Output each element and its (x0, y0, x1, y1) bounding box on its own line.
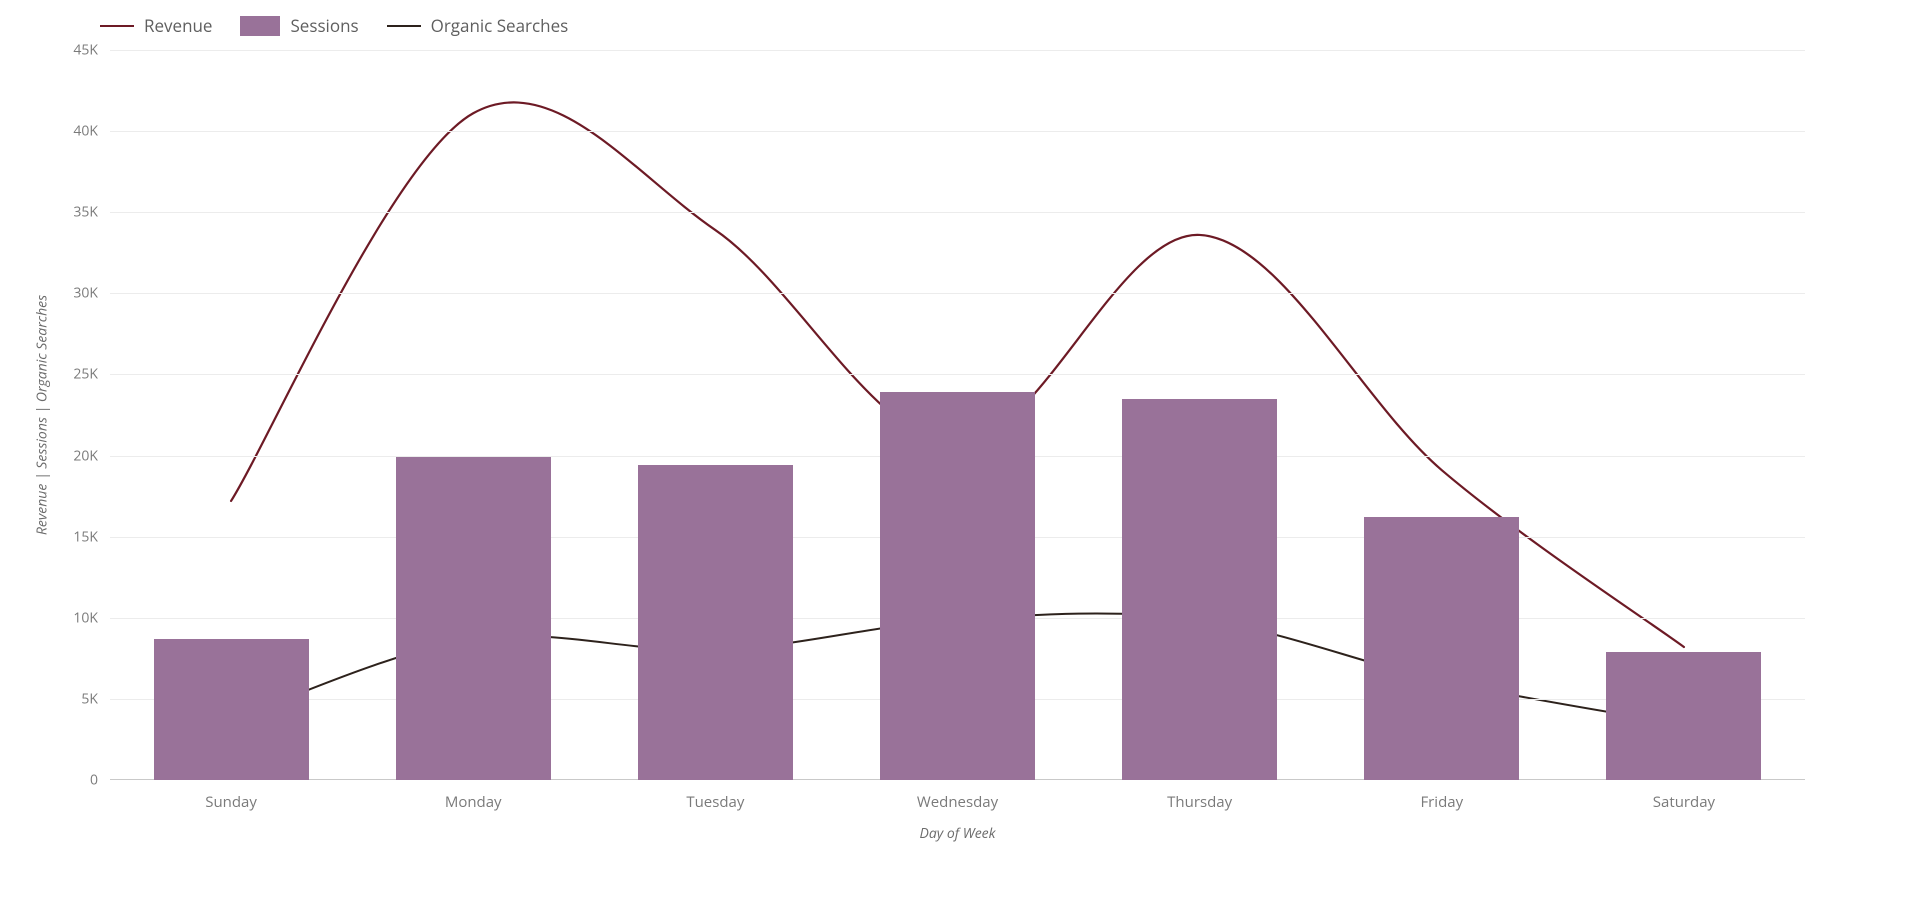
bar-sessions[interactable] (396, 457, 551, 780)
gridline (110, 293, 1805, 294)
bar-sessions[interactable] (1364, 517, 1519, 780)
y-tick-label: 40K (50, 122, 98, 141)
y-tick-label: 15K (50, 527, 98, 546)
legend-label: Revenue (144, 14, 212, 37)
gridline (110, 131, 1805, 132)
bar-sessions[interactable] (1606, 652, 1761, 780)
legend-item-organic-searches[interactable]: Organic Searches (387, 14, 569, 37)
x-tick-label: Sunday (205, 792, 257, 812)
y-tick-label: 0 (50, 771, 98, 790)
y-tick-label: 25K (50, 365, 98, 384)
x-tick-label: Thursday (1167, 792, 1232, 812)
x-tick-label: Friday (1420, 792, 1463, 812)
plot-area (110, 50, 1805, 780)
bar-sessions[interactable] (880, 392, 1035, 780)
gridline (110, 50, 1805, 51)
y-tick-label: 20K (50, 446, 98, 465)
y-tick-label: 45K (50, 41, 98, 60)
chart-legend: Revenue Sessions Organic Searches (100, 14, 568, 37)
legend-line-swatch (387, 25, 421, 27)
y-tick-label: 35K (50, 203, 98, 222)
y-axis-title: Revenue | Sessions | Organic Searches (33, 295, 52, 535)
bar-sessions[interactable] (1122, 399, 1277, 780)
bar-sessions[interactable] (638, 465, 793, 780)
x-tick-label: Monday (445, 792, 502, 812)
legend-item-revenue[interactable]: Revenue (100, 14, 212, 37)
chart-container: Revenue Sessions Organic Searches Revenue … (0, 0, 1920, 900)
x-tick-label: Wednesday (917, 792, 998, 812)
y-tick-label: 10K (50, 608, 98, 627)
bar-sessions[interactable] (154, 639, 309, 780)
gridline (110, 374, 1805, 375)
legend-bar-swatch (240, 16, 280, 36)
x-tick-label: Tuesday (686, 792, 744, 812)
y-tick-label: 30K (50, 284, 98, 303)
legend-label: Sessions (290, 14, 358, 37)
legend-label: Organic Searches (431, 14, 569, 37)
x-axis-title: Day of Week (920, 824, 996, 843)
legend-line-swatch (100, 25, 134, 27)
legend-item-sessions[interactable]: Sessions (240, 14, 358, 37)
gridline (110, 212, 1805, 213)
y-tick-label: 5K (50, 689, 98, 708)
x-tick-label: Saturday (1653, 792, 1715, 812)
